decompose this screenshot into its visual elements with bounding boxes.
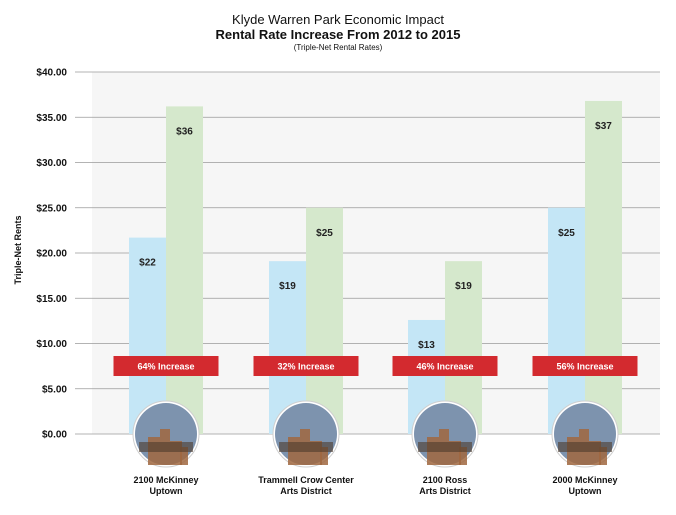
bar-value-label: $25 bbox=[558, 228, 575, 239]
chart-note: (Triple-Net Rental Rates) bbox=[293, 43, 383, 52]
y-tick-label: $15.00 bbox=[36, 294, 67, 305]
increase-badge bbox=[392, 356, 498, 376]
building-shape bbox=[320, 447, 328, 465]
bar-value-label: $13 bbox=[418, 340, 435, 351]
y-tick-label: $25.00 bbox=[36, 203, 67, 214]
increase-badge-label: 32% Increase bbox=[277, 362, 334, 372]
y-tick-label: $35.00 bbox=[36, 113, 67, 124]
y-tick-label: $30.00 bbox=[36, 158, 67, 169]
category-label-line1: 2000 McKinney bbox=[552, 475, 618, 485]
bar-value-label: $25 bbox=[316, 228, 333, 239]
street-shape bbox=[279, 442, 333, 452]
bar-value-label: $22 bbox=[139, 258, 156, 269]
street-shape bbox=[558, 442, 612, 452]
street-shape bbox=[139, 442, 193, 452]
increase-badge-label: 64% Increase bbox=[137, 362, 194, 372]
increase-badge-label: 46% Increase bbox=[416, 362, 473, 372]
category-label-line1: 2100 Ross bbox=[422, 475, 468, 485]
category-label: Trammell Crow Center Arts District bbox=[236, 475, 376, 497]
bar-value-label: $19 bbox=[455, 281, 472, 292]
category-label: 2000 McKinney Uptown bbox=[515, 475, 655, 497]
y-tick-label: $10.00 bbox=[36, 339, 67, 350]
chart-title-block: Klyde Warren Park Economic Impact Rental… bbox=[0, 12, 676, 53]
category-label-line2: Arts District bbox=[419, 486, 471, 496]
bar bbox=[548, 207, 585, 434]
bar-value-label: $36 bbox=[176, 126, 193, 137]
category-label-line2: Uptown bbox=[149, 486, 183, 496]
category-label: 2100 McKinney Uptown bbox=[96, 475, 236, 497]
bar-value-label: $19 bbox=[279, 281, 296, 292]
category-label-line2: Uptown bbox=[568, 486, 602, 496]
bar bbox=[306, 207, 343, 434]
category-label-line1: 2100 McKinney bbox=[133, 475, 199, 485]
category-label: 2100 Ross Arts District bbox=[375, 475, 515, 497]
increase-badge-label: 56% Increase bbox=[556, 362, 613, 372]
y-tick-label: $0.00 bbox=[42, 430, 67, 441]
category-label-line1: Trammell Crow Center bbox=[258, 475, 354, 485]
category-label-line2: Arts District bbox=[280, 486, 332, 496]
bar-value-label: $37 bbox=[595, 121, 612, 132]
y-tick-label: $20.00 bbox=[36, 249, 67, 260]
increase-badge bbox=[113, 356, 219, 376]
increase-badge bbox=[532, 356, 638, 376]
chart-subtitle: Rental Rate Increase From 2012 to 2015 bbox=[215, 27, 461, 42]
y-tick-label: $40.00 bbox=[36, 68, 67, 79]
building-shape bbox=[599, 447, 607, 465]
bar bbox=[585, 100, 622, 435]
chart-title: Klyde Warren Park Economic Impact bbox=[232, 12, 444, 27]
bar bbox=[166, 106, 203, 434]
increase-badge bbox=[253, 356, 359, 376]
building-shape bbox=[180, 447, 188, 465]
y-tick-label: $5.00 bbox=[42, 384, 67, 395]
street-shape bbox=[418, 442, 472, 452]
building-shape bbox=[459, 447, 467, 465]
